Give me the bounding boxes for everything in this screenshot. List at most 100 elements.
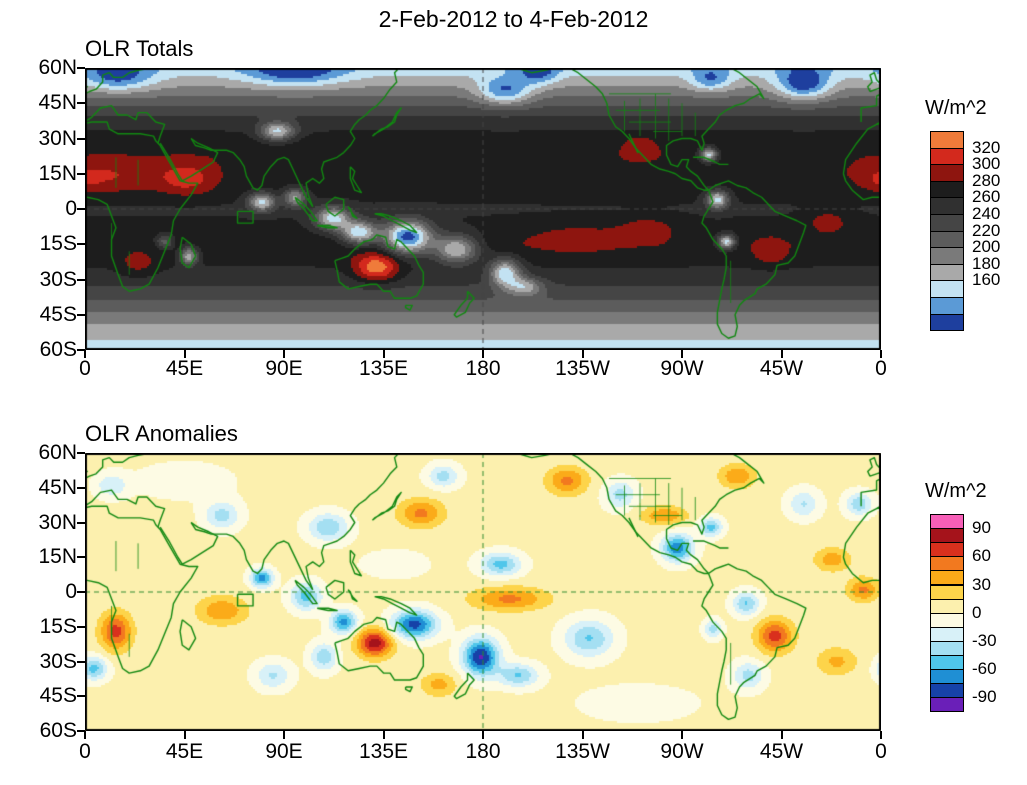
- colorbar-box: [930, 556, 964, 572]
- y-tick-label: 60S: [39, 338, 77, 361]
- y-axis-tick: [77, 521, 85, 524]
- colorbar-tick-label: 160: [972, 270, 1001, 290]
- x-axis-tick: [780, 731, 783, 739]
- x-tick-label: 45W: [759, 740, 804, 763]
- x-axis-tick: [482, 731, 484, 739]
- x-axis-tick: [84, 350, 86, 358]
- y-axis-tick: [77, 278, 85, 281]
- x-tick-label: 90W: [660, 740, 704, 763]
- colorbar-box: [930, 197, 964, 215]
- colorbar-box: [930, 584, 964, 600]
- y-tick-label: 45N: [38, 475, 77, 499]
- colorbar-tick-label: -60: [972, 659, 997, 679]
- colorbar-box: [930, 297, 964, 315]
- y-tick-label: 15S: [39, 614, 77, 638]
- x-tick-label: 90E: [265, 357, 303, 380]
- y-tick-label: 45S: [39, 684, 77, 708]
- y-axis-tick: [77, 730, 85, 732]
- colorbar-box: [930, 313, 964, 332]
- y-tick-label: 30S: [39, 267, 77, 291]
- x-tick-label: 90E: [265, 740, 303, 763]
- x-tick-label: 45W: [759, 357, 804, 380]
- x-axis-tick: [681, 350, 683, 358]
- y-axis-tick: [77, 452, 85, 454]
- x-axis-tick: [283, 350, 285, 358]
- y-axis-tick: [77, 660, 85, 663]
- map-canvas-olr-totals: [85, 68, 881, 350]
- y-axis-tick: [77, 172, 85, 175]
- colorbar-box: [930, 230, 964, 249]
- colorbar-box: [930, 640, 964, 656]
- colorbar-box: [930, 247, 964, 265]
- y-tick-label: 45S: [39, 302, 77, 326]
- y-axis-tick: [77, 243, 85, 246]
- y-tick-label: 15N: [38, 161, 77, 185]
- colorbar-tick-label: 260: [972, 187, 1001, 207]
- x-tick-label: 135E: [358, 357, 409, 380]
- x-tick-label: 135E: [358, 740, 409, 763]
- x-axis-tick: [84, 731, 86, 739]
- x-tick-label: 45E: [165, 357, 204, 380]
- y-tick-label: 30S: [39, 649, 77, 673]
- x-axis-tick: [681, 731, 683, 739]
- colorbar-box: [930, 214, 964, 232]
- x-tick-label: 180: [465, 740, 501, 763]
- colorbar-tick-label: 280: [972, 170, 1001, 190]
- colorbar-tick-label: -90: [972, 687, 997, 707]
- colorbar-box: [930, 280, 964, 298]
- x-tick-label: 135W: [555, 357, 610, 380]
- x-axis-tick: [581, 731, 584, 739]
- colorbar-box: [930, 570, 964, 586]
- y-axis-tick: [77, 67, 85, 69]
- x-tick-label: 0: [875, 740, 887, 763]
- x-tick-label: 45E: [165, 740, 204, 763]
- y-tick-label: 0: [65, 580, 77, 603]
- x-axis-tick: [183, 350, 186, 358]
- colorbar-tick-label: 0: [972, 602, 982, 622]
- colorbar-box: [930, 263, 964, 282]
- x-tick-label: 0: [79, 357, 91, 380]
- figure-title: 2-Feb-2012 to 4-Feb-2012: [378, 6, 649, 32]
- colorbar-units-anomalies: W/m^2: [925, 480, 987, 502]
- x-tick-label: 90W: [660, 357, 704, 380]
- x-axis-tick: [880, 350, 882, 358]
- colorbar-box: [930, 180, 964, 199]
- colorbar-tick-label: 180: [972, 253, 1001, 273]
- y-tick-label: 60N: [38, 56, 77, 79]
- colorbar-box: [930, 542, 964, 558]
- y-axis-tick: [77, 349, 85, 351]
- colorbar-box: [930, 131, 964, 149]
- y-axis-tick: [77, 556, 85, 559]
- x-axis-tick: [382, 731, 385, 739]
- x-axis-tick: [183, 731, 186, 739]
- x-tick-label: 135W: [555, 740, 610, 763]
- colorbar-box: [930, 655, 964, 671]
- y-axis-tick: [77, 695, 85, 698]
- y-tick-label: 60S: [39, 719, 77, 742]
- y-tick-label: 45N: [38, 91, 77, 115]
- colorbar-box: [930, 528, 964, 544]
- panel-title-olr-anomalies: OLR Anomalies: [85, 421, 238, 446]
- panel-title-olr-totals: OLR Totals: [85, 36, 194, 61]
- x-tick-label: 0: [79, 740, 91, 763]
- map-canvas-olr-anomalies: [85, 453, 881, 731]
- x-axis-tick: [283, 731, 285, 739]
- colorbar-tick-label: 30: [972, 574, 991, 594]
- y-tick-label: 15S: [39, 232, 77, 256]
- colorbar-tick-label: -30: [972, 630, 997, 650]
- colorbar-box: [930, 147, 964, 166]
- colorbar-tick-label: 200: [972, 237, 1001, 257]
- y-tick-label: 30N: [38, 510, 77, 534]
- colorbar-tick-label: 240: [972, 204, 1001, 223]
- x-axis-tick: [880, 731, 882, 739]
- y-axis-tick: [77, 102, 85, 105]
- colorbar-box: [930, 612, 964, 628]
- colorbar-box: [930, 626, 964, 642]
- colorbar-tick-label: 90: [972, 518, 991, 538]
- x-tick-label: 0: [875, 357, 887, 380]
- y-axis-tick: [77, 313, 85, 316]
- y-axis-tick: [77, 625, 85, 628]
- colorbar-box: [930, 164, 964, 182]
- x-tick-label: 180: [465, 357, 501, 380]
- colorbar-box: [930, 697, 964, 713]
